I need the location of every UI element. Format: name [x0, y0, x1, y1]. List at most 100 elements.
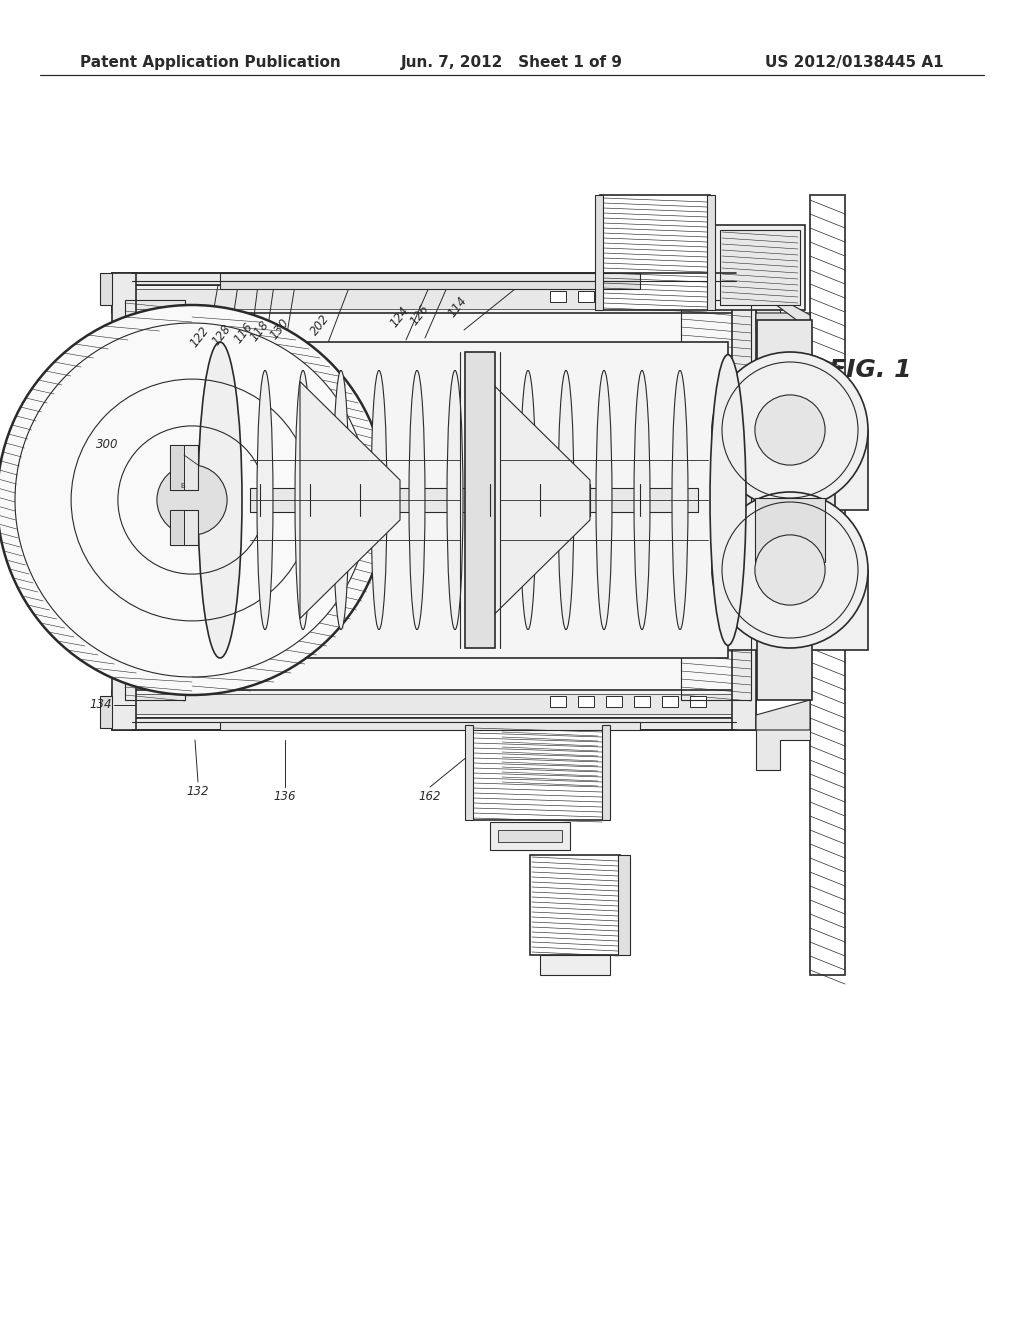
Bar: [112, 273, 136, 730]
Bar: [130, 300, 736, 700]
Text: 136: 136: [273, 789, 296, 803]
Ellipse shape: [672, 371, 688, 630]
Ellipse shape: [755, 395, 825, 465]
Ellipse shape: [257, 371, 273, 630]
Bar: [732, 273, 756, 730]
Ellipse shape: [333, 371, 349, 630]
Ellipse shape: [634, 371, 650, 630]
Bar: [170, 445, 198, 490]
Bar: [120, 289, 748, 309]
Text: 114: 114: [445, 294, 470, 319]
Bar: [170, 510, 198, 545]
Bar: [112, 690, 756, 718]
Bar: [602, 725, 610, 820]
Bar: [250, 488, 498, 512]
Bar: [755, 498, 825, 562]
Bar: [125, 300, 185, 700]
Text: 202: 202: [308, 313, 332, 338]
Polygon shape: [756, 294, 810, 345]
Ellipse shape: [409, 371, 425, 630]
Bar: [112, 718, 756, 730]
Bar: [681, 300, 751, 700]
Ellipse shape: [520, 371, 536, 630]
Text: 118: 118: [248, 318, 272, 345]
Bar: [490, 822, 570, 850]
Ellipse shape: [482, 371, 498, 630]
Bar: [578, 696, 594, 708]
Ellipse shape: [0, 305, 387, 696]
Bar: [606, 290, 622, 302]
Ellipse shape: [157, 465, 227, 535]
Bar: [690, 290, 706, 302]
Text: FIG. 1: FIG. 1: [828, 358, 911, 381]
Bar: [100, 696, 112, 729]
Bar: [100, 273, 112, 305]
Ellipse shape: [712, 492, 868, 648]
Bar: [600, 195, 710, 310]
Ellipse shape: [755, 535, 825, 605]
Bar: [170, 510, 184, 545]
Text: 300: 300: [95, 438, 118, 451]
Text: 162: 162: [419, 789, 441, 803]
Bar: [550, 290, 566, 302]
Bar: [707, 195, 715, 310]
Text: 122: 122: [188, 325, 212, 350]
Bar: [578, 290, 594, 302]
Bar: [220, 273, 640, 281]
Text: 124: 124: [388, 305, 412, 330]
Bar: [618, 855, 630, 954]
Bar: [550, 696, 566, 708]
Ellipse shape: [712, 352, 868, 508]
Bar: [498, 830, 562, 842]
Bar: [220, 722, 640, 730]
Bar: [500, 730, 600, 785]
Ellipse shape: [596, 371, 612, 630]
Bar: [745, 490, 835, 570]
Bar: [690, 696, 706, 708]
Bar: [465, 352, 495, 648]
Ellipse shape: [371, 371, 387, 630]
Bar: [606, 696, 622, 708]
Text: US 2012/0138445 A1: US 2012/0138445 A1: [765, 54, 944, 70]
Bar: [712, 570, 868, 649]
Polygon shape: [756, 285, 810, 330]
Polygon shape: [756, 717, 810, 770]
Bar: [634, 290, 650, 302]
Bar: [465, 725, 473, 820]
Text: 130: 130: [268, 317, 292, 342]
Bar: [485, 488, 698, 512]
Text: 126: 126: [408, 302, 432, 327]
Ellipse shape: [198, 342, 242, 657]
Ellipse shape: [295, 371, 311, 630]
Bar: [170, 445, 184, 490]
Bar: [112, 285, 756, 313]
Text: 128: 128: [210, 322, 234, 348]
Text: 132: 132: [186, 785, 209, 799]
Bar: [662, 696, 678, 708]
Text: Patent Application Publication: Patent Application Publication: [80, 54, 341, 70]
Polygon shape: [756, 313, 810, 350]
Bar: [120, 694, 748, 714]
Text: B: B: [180, 483, 184, 488]
Bar: [112, 273, 756, 285]
Bar: [595, 195, 603, 310]
Text: 134: 134: [89, 698, 112, 711]
Bar: [757, 640, 812, 700]
Ellipse shape: [447, 371, 463, 630]
Bar: [715, 224, 805, 310]
Bar: [810, 195, 845, 975]
Text: 116: 116: [232, 321, 256, 346]
Bar: [540, 954, 610, 975]
Bar: [530, 855, 620, 954]
Bar: [662, 290, 678, 302]
Bar: [757, 319, 812, 380]
Bar: [720, 230, 800, 305]
Bar: [634, 696, 650, 708]
Bar: [712, 430, 868, 510]
Ellipse shape: [710, 355, 746, 645]
Bar: [757, 380, 787, 640]
Polygon shape: [756, 700, 810, 730]
Bar: [470, 725, 605, 820]
Bar: [220, 342, 728, 657]
Polygon shape: [300, 381, 400, 619]
